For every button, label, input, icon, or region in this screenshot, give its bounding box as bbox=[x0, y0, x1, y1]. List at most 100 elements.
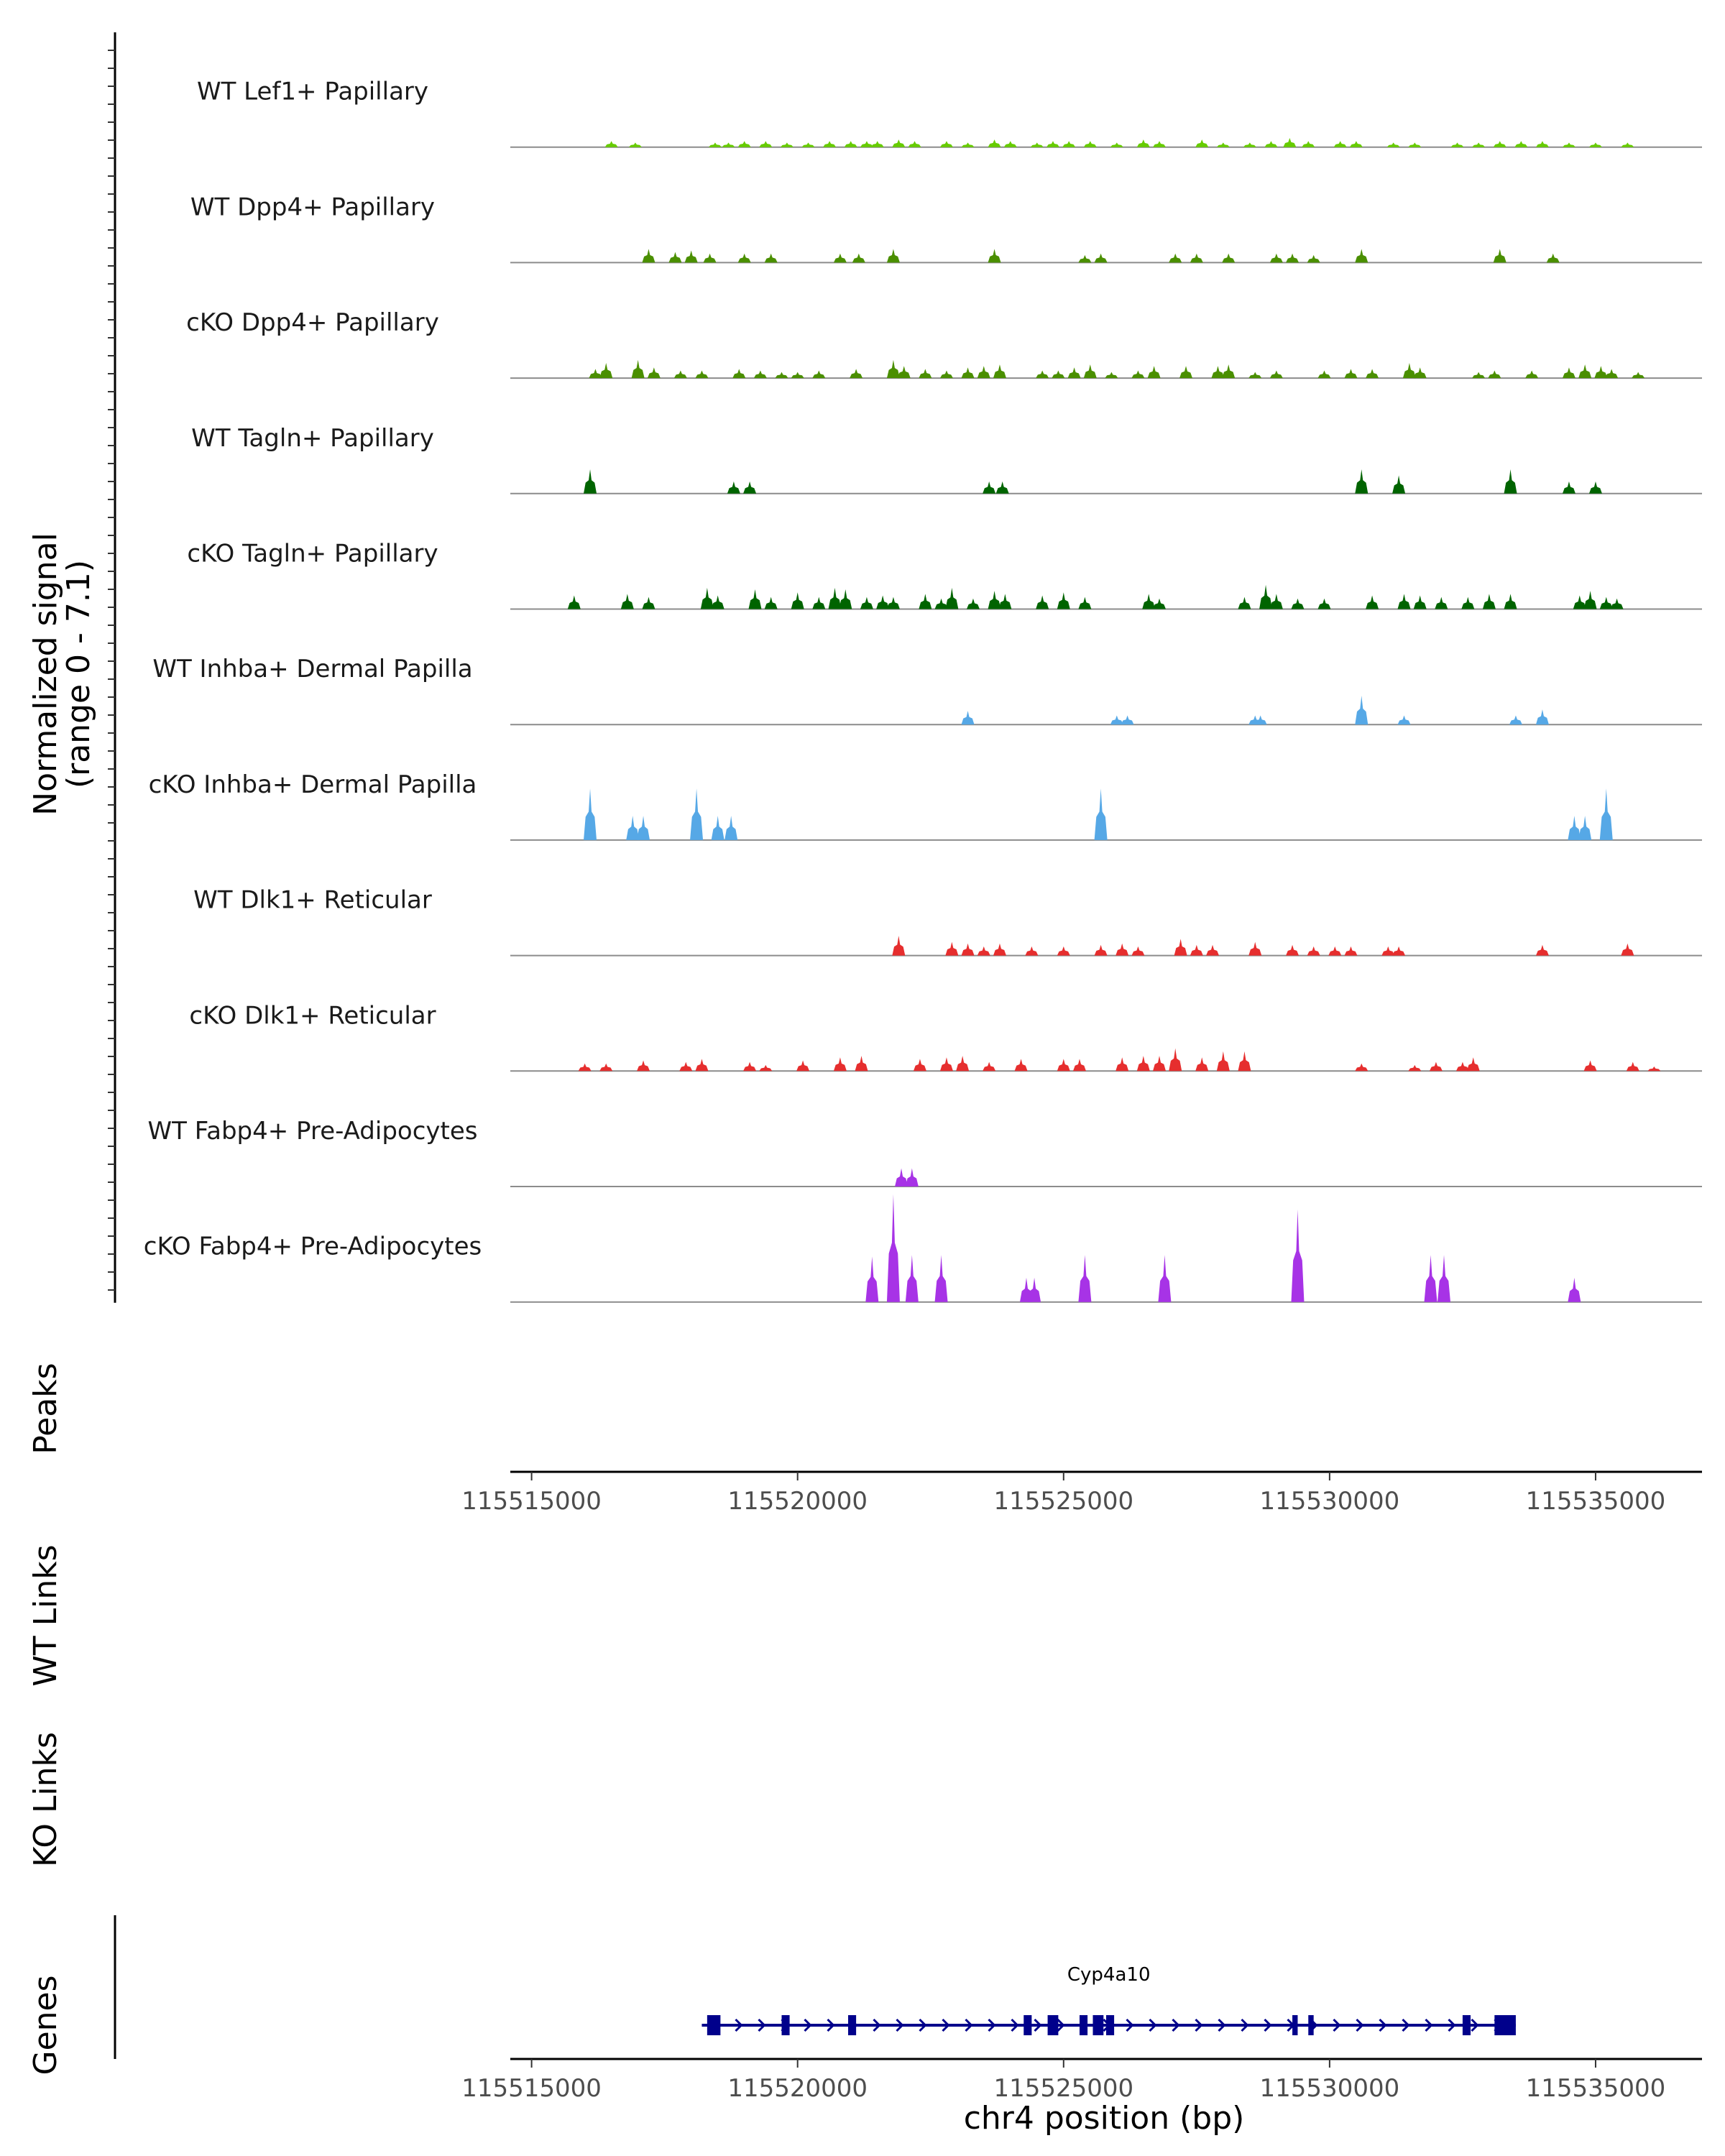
signal-peak bbox=[1562, 367, 1576, 379]
strand-arrow bbox=[1264, 2018, 1272, 2032]
signal-peak bbox=[1083, 141, 1097, 147]
signal-peak bbox=[1438, 1255, 1451, 1302]
x-tick-label: 115515000 bbox=[461, 1487, 602, 1516]
signal-peak bbox=[753, 370, 767, 379]
signal-peak bbox=[1222, 253, 1236, 263]
signal-peak bbox=[801, 142, 815, 147]
strand-arrow bbox=[1218, 2018, 1226, 2032]
signal-peak bbox=[695, 370, 709, 379]
signal-peak bbox=[1147, 366, 1161, 379]
track-8: WT Dlk1+ Reticular bbox=[193, 886, 1702, 957]
signal-peak bbox=[1302, 141, 1315, 147]
track-label: WT Fabp4+ Pre-Adipocytes bbox=[148, 1117, 478, 1146]
track-10: WT Fabp4+ Pre-Adipocytes bbox=[148, 1117, 1702, 1187]
signal-peak bbox=[855, 1056, 868, 1072]
signal-peak bbox=[780, 142, 794, 147]
track-label: WT Lef1+ Papillary bbox=[197, 78, 428, 106]
signal-peak bbox=[642, 249, 656, 263]
signal-peak bbox=[1525, 370, 1539, 379]
signal-peak bbox=[764, 596, 778, 609]
signal-peak bbox=[988, 591, 1001, 609]
signal-peak bbox=[1605, 369, 1619, 379]
signal-peak bbox=[1568, 816, 1581, 840]
signal-peak bbox=[1083, 364, 1097, 379]
strand-arrow bbox=[1034, 2018, 1042, 2032]
signal-peak bbox=[1349, 141, 1363, 147]
track-3: cKO Dpp4+ Papillary bbox=[186, 308, 1702, 379]
strand-arrow bbox=[1149, 2018, 1157, 2032]
signal-peak bbox=[1472, 142, 1486, 147]
signal-peak bbox=[1136, 139, 1150, 147]
signal-peak bbox=[775, 372, 788, 379]
track-label: WT Dlk1+ Reticular bbox=[193, 886, 432, 915]
signal-peak bbox=[1169, 253, 1182, 263]
signal-peak bbox=[1535, 944, 1549, 956]
y-axis-title-line2: (range 0 - 7.1) bbox=[60, 560, 97, 788]
signal-peak bbox=[897, 366, 911, 379]
signal-peak bbox=[791, 592, 804, 609]
track-7: cKO Inhba+ Dermal Papilla bbox=[149, 770, 1702, 841]
signal-peak bbox=[1286, 944, 1300, 956]
signal-peak bbox=[1094, 788, 1108, 840]
strand-arrow bbox=[1356, 2018, 1364, 2032]
signal-peak bbox=[1632, 372, 1645, 379]
x-tick-label: 115520000 bbox=[727, 1487, 868, 1516]
signal-peak bbox=[1488, 370, 1501, 379]
signal-peak bbox=[1238, 1051, 1251, 1072]
x-tick-label: 115535000 bbox=[1526, 1487, 1666, 1516]
signal-peak bbox=[860, 596, 873, 609]
track-9: cKO Dlk1+ Reticular bbox=[189, 1001, 1702, 1072]
signal-peak bbox=[895, 1168, 908, 1187]
signal-peak bbox=[939, 141, 953, 147]
signal-peak bbox=[1408, 142, 1422, 147]
x-tick-label: 115520000 bbox=[727, 2074, 868, 2103]
signal-peak bbox=[1344, 369, 1358, 379]
gene-exon bbox=[781, 2015, 790, 2035]
signal-peak bbox=[892, 139, 906, 147]
signal-peak bbox=[732, 369, 746, 379]
x-axis-peaks: 115515000 115520000 115525000 115530000 1155… bbox=[461, 1470, 1702, 1516]
strand-arrow bbox=[735, 2018, 743, 2032]
signal-peak bbox=[977, 946, 990, 956]
track-label: cKO Inhba+ Dermal Papilla bbox=[149, 770, 477, 799]
signal-peak bbox=[892, 936, 906, 956]
signal-peak bbox=[1094, 253, 1108, 263]
signal-peak bbox=[1588, 142, 1602, 147]
track-11: cKO Fabp4+ Pre-Adipocytes bbox=[144, 1194, 1702, 1303]
strand-arrow bbox=[1011, 2018, 1019, 2032]
signal-peak bbox=[1264, 141, 1278, 147]
signal-peak bbox=[1647, 1066, 1661, 1072]
signal-peak bbox=[690, 788, 704, 840]
signal-peak bbox=[939, 1057, 953, 1072]
x-axis-title: chr4 position (bp) bbox=[964, 2100, 1245, 2137]
gene-model bbox=[702, 2015, 1516, 2035]
signal-peak bbox=[1504, 469, 1517, 494]
track-label: cKO Fabp4+ Pre-Adipocytes bbox=[144, 1233, 482, 1261]
signal-peak bbox=[727, 481, 740, 494]
track-5: cKO Tagln+ Papillary bbox=[187, 540, 1702, 610]
signal-peak bbox=[919, 594, 932, 609]
coverage-tracks: WT Lef1+ Papillary WT Dpp4+ Papillary cKO … bbox=[144, 78, 1702, 1303]
strand-arrow bbox=[804, 2018, 812, 2032]
signal-peak bbox=[620, 594, 634, 609]
gene-exon bbox=[1106, 2015, 1115, 2035]
signal-peak bbox=[1381, 946, 1395, 956]
signal-peak bbox=[1206, 944, 1220, 956]
signal-peak bbox=[1131, 946, 1145, 956]
signal-peak bbox=[1317, 370, 1331, 379]
strand-arrow bbox=[1448, 2018, 1456, 2032]
strand-arrow bbox=[1241, 2018, 1249, 2032]
strand-arrow bbox=[919, 2018, 927, 2032]
strand-arrow bbox=[758, 2018, 766, 2032]
signal-peak bbox=[1269, 370, 1283, 379]
signal-peak bbox=[823, 141, 837, 147]
signal-peak bbox=[956, 1056, 970, 1072]
strand-arrow bbox=[942, 2018, 950, 2032]
signal-peak bbox=[599, 1063, 613, 1072]
signal-peak bbox=[886, 1194, 900, 1302]
strand-arrow bbox=[1333, 2018, 1341, 2032]
signal-peak bbox=[1408, 1064, 1422, 1072]
signal-peak bbox=[743, 1061, 757, 1072]
signal-peak bbox=[812, 596, 826, 609]
